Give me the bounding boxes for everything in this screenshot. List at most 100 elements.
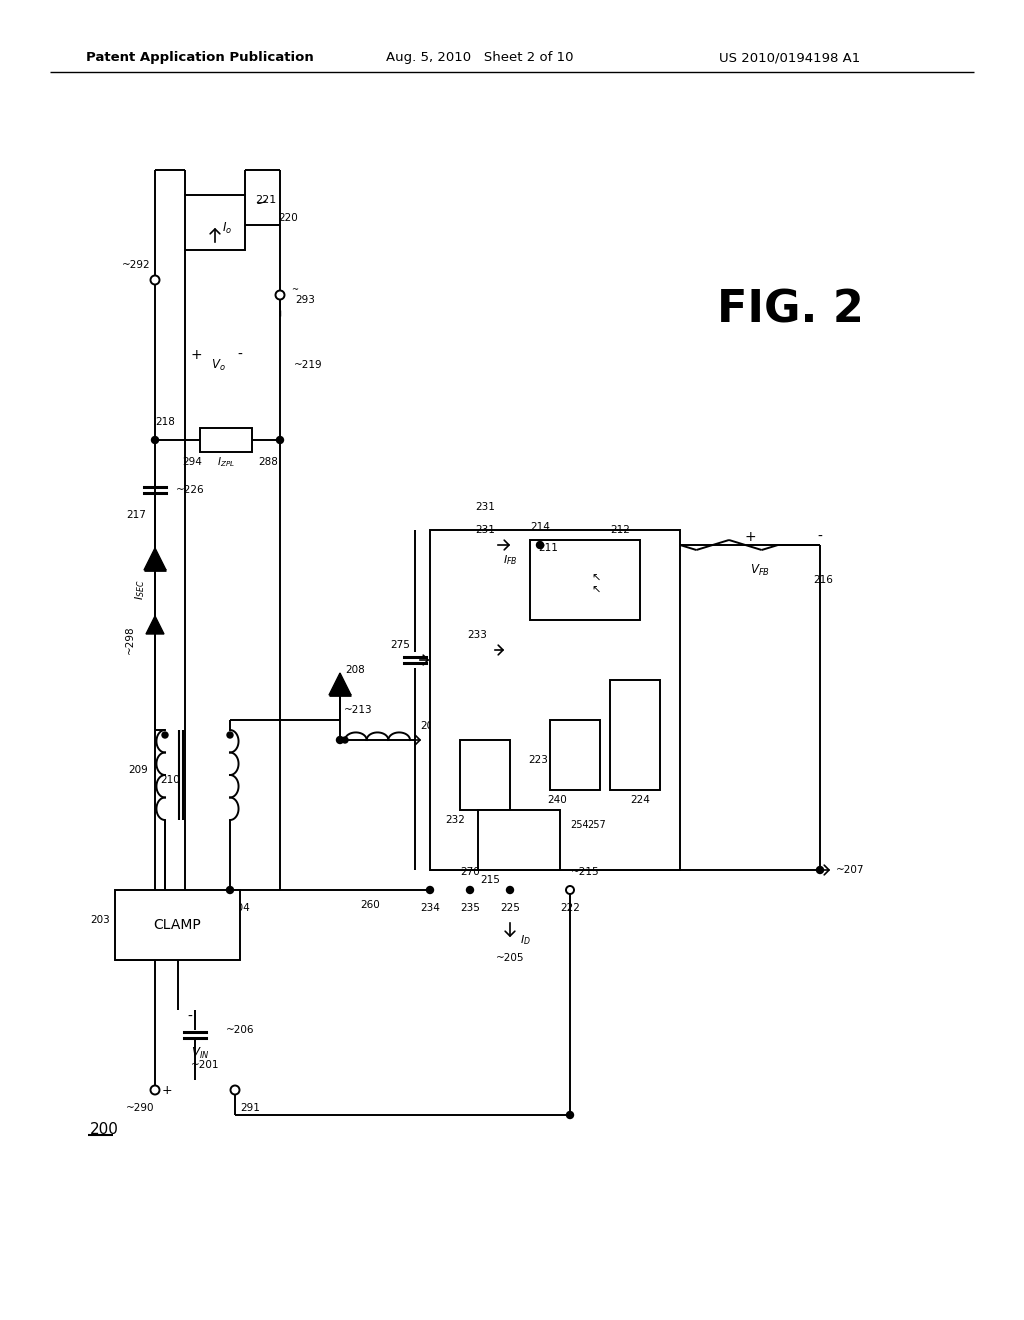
Text: 210: 210: [160, 775, 180, 785]
Text: 288: 288: [258, 457, 278, 467]
Text: 233: 233: [467, 630, 487, 640]
Text: +: +: [744, 531, 756, 544]
Circle shape: [342, 737, 348, 743]
Text: 216: 216: [813, 576, 833, 585]
Text: 275: 275: [390, 640, 410, 649]
Polygon shape: [558, 576, 582, 595]
Circle shape: [537, 541, 544, 549]
Text: 208: 208: [420, 721, 440, 731]
Text: $V_{FB}$: $V_{FB}$: [750, 562, 770, 578]
Text: 260: 260: [360, 900, 380, 909]
Text: 254: 254: [570, 820, 590, 830]
Text: FIG. 2: FIG. 2: [717, 289, 863, 331]
Circle shape: [162, 733, 168, 738]
Text: 221: 221: [255, 195, 276, 205]
Polygon shape: [144, 548, 166, 570]
Circle shape: [566, 886, 574, 894]
Text: ~205: ~205: [496, 953, 524, 964]
Text: $V_{IN}$: $V_{IN}$: [190, 1045, 209, 1060]
Text: ~298: ~298: [125, 626, 135, 655]
Circle shape: [151, 1085, 160, 1094]
Text: $I_o$: $I_o$: [222, 220, 232, 235]
Text: +: +: [190, 348, 202, 362]
Bar: [460, 741, 510, 810]
Text: ~206: ~206: [225, 1026, 254, 1035]
Text: $I_D$: $I_D$: [519, 933, 530, 946]
Text: ~201: ~201: [190, 1060, 219, 1071]
Bar: [478, 810, 560, 870]
Text: ~290: ~290: [126, 1104, 155, 1113]
Text: 200: 200: [90, 1122, 119, 1138]
Bar: [550, 719, 600, 789]
Text: 209: 209: [128, 766, 147, 775]
Text: 293: 293: [295, 294, 315, 305]
Text: -: -: [187, 1010, 193, 1024]
Bar: [530, 540, 640, 620]
Circle shape: [467, 887, 473, 894]
Text: -: -: [817, 531, 822, 544]
Text: CLAMP: CLAMP: [154, 917, 202, 932]
Circle shape: [427, 887, 433, 894]
Text: $I_{ZPL}$: $I_{ZPL}$: [217, 455, 236, 469]
Text: 270: 270: [460, 867, 480, 876]
Circle shape: [226, 887, 233, 894]
Text: 217: 217: [126, 510, 146, 520]
Bar: [430, 531, 680, 870]
Text: 222: 222: [560, 903, 580, 913]
Text: +: +: [535, 556, 546, 570]
Text: 235: 235: [460, 903, 480, 913]
Text: 223: 223: [528, 755, 548, 766]
Text: 204: 204: [230, 903, 250, 913]
Circle shape: [566, 887, 573, 894]
Text: 224: 224: [630, 795, 650, 805]
Text: 208: 208: [345, 665, 365, 675]
Text: 294: 294: [182, 457, 202, 467]
Polygon shape: [329, 673, 351, 696]
Text: 203: 203: [90, 915, 110, 925]
Circle shape: [507, 887, 513, 894]
Text: 231: 231: [475, 525, 495, 535]
Circle shape: [151, 276, 160, 285]
Text: Patent Application Publication: Patent Application Publication: [86, 51, 314, 65]
Text: ~207: ~207: [836, 865, 864, 875]
Text: 214: 214: [530, 521, 550, 532]
Text: 232: 232: [445, 814, 465, 825]
Circle shape: [275, 290, 285, 300]
Text: 234: 234: [420, 903, 440, 913]
Text: US 2010/0194198 A1: US 2010/0194198 A1: [720, 51, 860, 65]
Text: ~215: ~215: [570, 867, 599, 876]
Text: $I_{FB}$: $I_{FB}$: [503, 553, 517, 566]
Text: 240: 240: [547, 795, 567, 805]
Text: $I_{SEC}$: $I_{SEC}$: [133, 579, 146, 601]
Circle shape: [566, 1111, 573, 1118]
Text: $\nwarrow$: $\nwarrow$: [589, 573, 601, 583]
Circle shape: [566, 887, 573, 894]
Polygon shape: [146, 616, 164, 634]
Circle shape: [276, 437, 284, 444]
Text: ~226: ~226: [176, 484, 205, 495]
Text: 231: 231: [475, 502, 495, 512]
Bar: [185, 195, 245, 249]
Text: -: -: [238, 348, 243, 362]
Text: 211: 211: [538, 543, 558, 553]
Text: 291: 291: [240, 1104, 260, 1113]
Text: 212: 212: [610, 525, 630, 535]
Text: Aug. 5, 2010   Sheet 2 of 10: Aug. 5, 2010 Sheet 2 of 10: [386, 51, 573, 65]
Text: 215: 215: [480, 875, 500, 884]
Text: 220: 220: [279, 213, 298, 223]
Circle shape: [816, 866, 823, 874]
Circle shape: [152, 437, 159, 444]
Text: 225: 225: [500, 903, 520, 913]
Text: ~292: ~292: [122, 260, 151, 271]
Text: 218: 218: [155, 417, 175, 426]
Circle shape: [230, 1085, 240, 1094]
Text: ~: ~: [292, 285, 299, 294]
Bar: [200, 428, 252, 451]
Text: 257: 257: [588, 820, 606, 830]
Bar: [610, 680, 660, 789]
Text: ~213: ~213: [344, 705, 373, 715]
Circle shape: [227, 733, 233, 738]
Text: $\nwarrow$: $\nwarrow$: [589, 585, 601, 595]
Circle shape: [337, 737, 343, 743]
Text: $V_o$: $V_o$: [211, 358, 225, 372]
